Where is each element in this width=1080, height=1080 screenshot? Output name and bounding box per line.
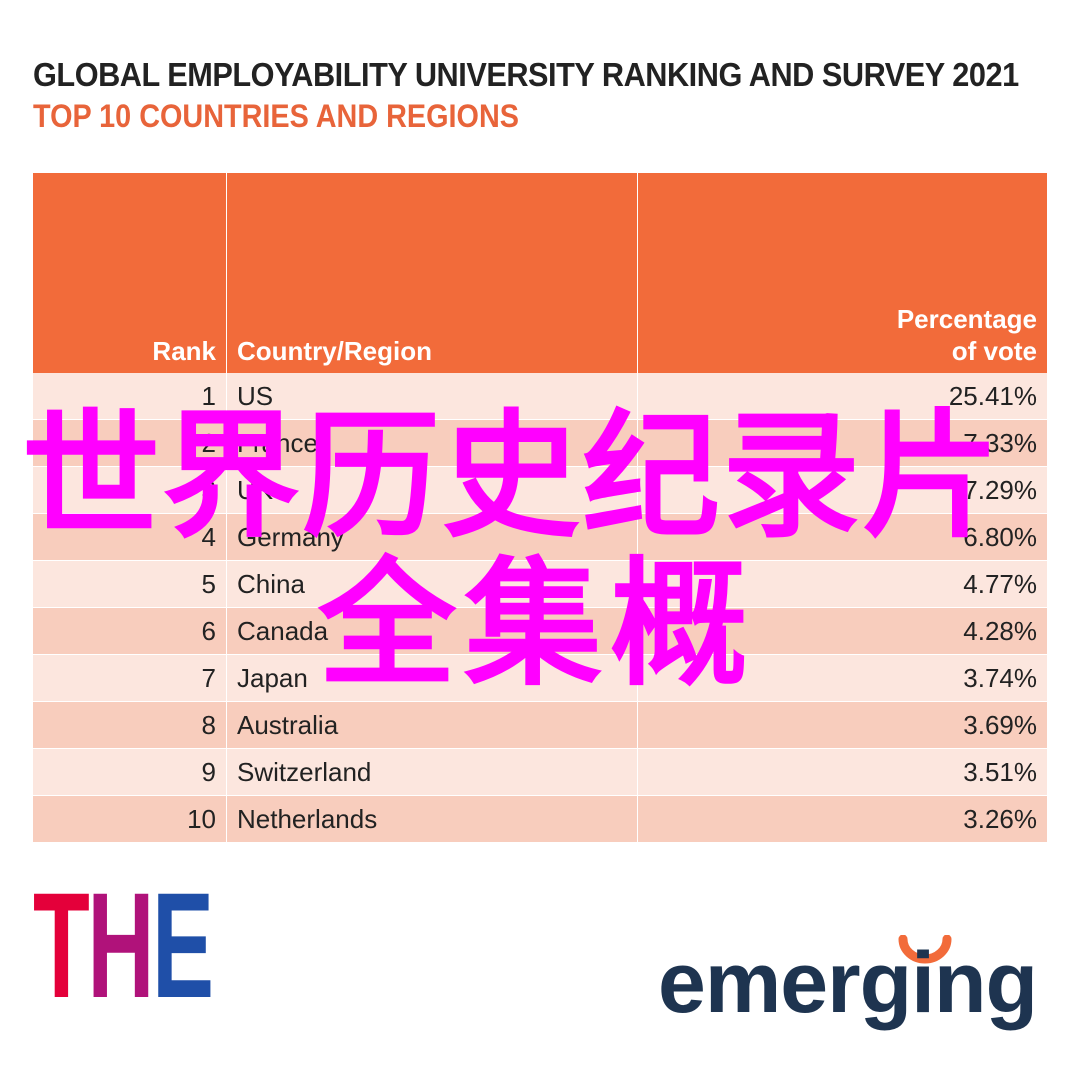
table-row: 10 Netherlands 3.26% — [33, 795, 1047, 843]
emerging-logo: emerging — [658, 935, 1038, 1031]
table-row: 1 US 25.41% — [33, 373, 1047, 420]
percentage-cell: 3.69% — [637, 701, 1047, 749]
logo-letter: H — [87, 861, 154, 1029]
title: GLOBAL EMPLOYABILITY UNIVERSITY RANKING … — [33, 56, 1019, 93]
percentage-cell: 6.80% — [637, 513, 1047, 561]
rank-cell: 10 — [33, 795, 227, 843]
country-cell: France — [226, 419, 638, 467]
percentage-cell: 7.29% — [637, 466, 1047, 514]
the-logo: THE — [33, 870, 214, 1020]
rank-cell: 1 — [33, 373, 227, 420]
overlay-text: 世界历史纪录片 — [22, 400, 1003, 554]
country-cell: Japan — [226, 654, 638, 702]
country-cell: Canada — [226, 607, 638, 655]
table-row: 2 France 7.33% — [33, 419, 1047, 467]
percentage-cell: 4.28% — [637, 607, 1047, 655]
table-row: 8 Australia 3.69% — [33, 701, 1047, 749]
logo-letter: E — [152, 861, 214, 1029]
rank-cell: 6 — [33, 607, 227, 655]
emerging-arc — [898, 935, 952, 964]
country-cell: Germany — [226, 513, 638, 561]
percentage-cell: 4.77% — [637, 560, 1047, 608]
rank-cell: 2 — [33, 419, 227, 467]
rank-cell: 8 — [33, 701, 227, 749]
rank-cell: 5 — [33, 560, 227, 608]
rank-cell: 7 — [33, 654, 227, 702]
table-row: 9 Switzerland 3.51% — [33, 748, 1047, 796]
table-row: 7 Japan 3.74% — [33, 654, 1047, 702]
table-row: 4 Germany 6.80% — [33, 513, 1047, 561]
percentage-cell: 3.26% — [637, 795, 1047, 843]
country-cell: UK — [226, 466, 638, 514]
country-cell: US — [226, 373, 638, 420]
logo-letter: T — [33, 861, 90, 1029]
table-header: Rank Country/Region Percentage of vote — [33, 173, 1047, 373]
percentage-cell: 7.33% — [637, 419, 1047, 467]
table-row: 6 Canada 4.28% — [33, 607, 1047, 655]
country-cell: Australia — [226, 701, 638, 749]
country-cell: China — [226, 560, 638, 608]
overlay-text: 全集概 — [318, 548, 757, 702]
rank-cell: 9 — [33, 748, 227, 796]
column-header-text: Percentage of vote — [896, 304, 1037, 366]
ranking-table: Rank Country/Region Percentage of vote 1… — [33, 173, 1047, 843]
country-cell: Netherlands — [226, 795, 638, 843]
arc — [898, 935, 952, 964]
subtitle: TOP 10 COUNTRIES AND REGIONS — [33, 98, 519, 134]
percentage-cell: 3.74% — [637, 654, 1047, 702]
rank-cell: 4 — [33, 513, 227, 561]
header-row: Rank Country/Region Percentage of vote — [33, 173, 1047, 373]
column-header: Rank — [33, 173, 227, 373]
table-row: 3 UK 7.29% — [33, 466, 1047, 514]
table-row: 5 China 4.77% — [33, 560, 1047, 608]
country-cell: Switzerland — [226, 748, 638, 796]
table-body: 1 US 25.41% 2 France 7.33% 3 UK 7.29% 4 Germany 6.8… — [33, 373, 1047, 843]
rank-cell: 3 — [33, 466, 227, 514]
percentage-cell: 3.51% — [637, 748, 1047, 796]
column-header: Percentage of vote — [637, 173, 1047, 373]
percentage-cell: 25.41% — [637, 373, 1047, 420]
column-header: Country/Region — [226, 173, 638, 373]
